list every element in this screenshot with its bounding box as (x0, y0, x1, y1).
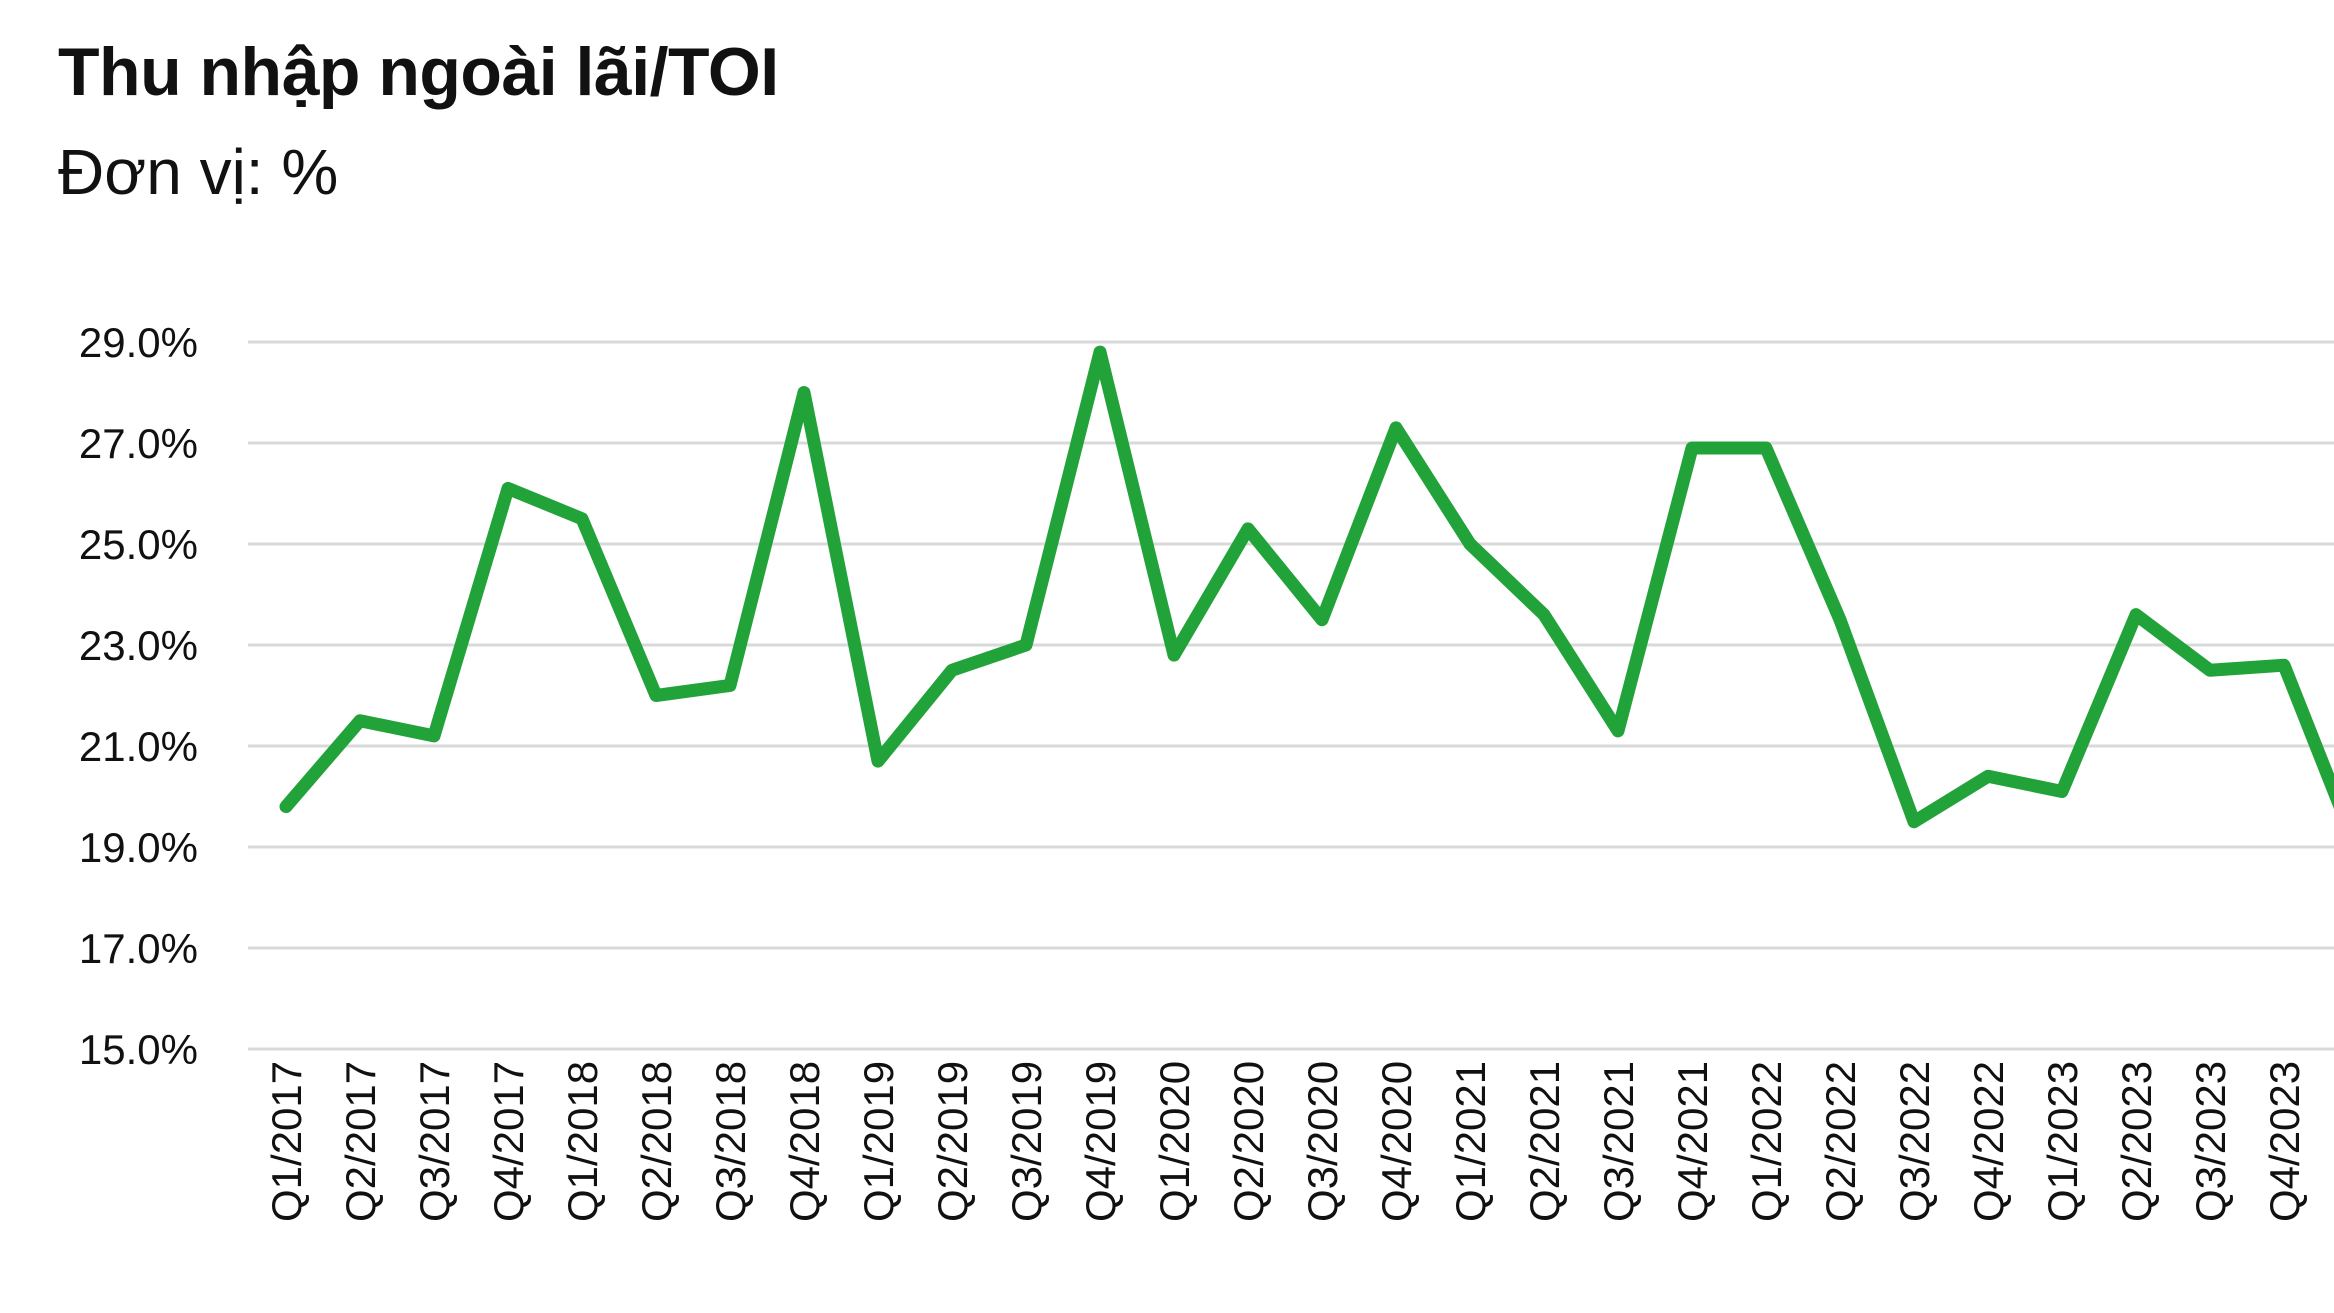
x-tick-label: Q2/2022 (1817, 1061, 1864, 1222)
y-axis-ticks: 29.0% 27.0% 25.0% 23.0% 21.0% 19.0% 17.0% 15.0% (79, 319, 198, 1073)
gridlines (248, 340, 2334, 1051)
y-tick-label: 29.0% (79, 319, 198, 366)
x-tick-label: Q2/2023 (2113, 1061, 2160, 1222)
x-tick-label: Q1/2019 (855, 1061, 902, 1222)
series-group (279, 345, 2334, 829)
x-tick-label: Q4/2017 (485, 1061, 532, 1222)
y-tick-label: 27.0% (79, 420, 198, 467)
x-tick-label: Q4/2022 (1965, 1061, 2012, 1222)
x-tick-label: Q3/2017 (411, 1061, 458, 1222)
x-tick-label: Q1/2020 (1151, 1061, 1198, 1222)
x-tick-label: Q2/2018 (633, 1061, 680, 1222)
y-tick-label: 25.0% (79, 521, 198, 568)
x-tick-label: Q3/2021 (1595, 1061, 1642, 1222)
x-tick-label: Q3/2020 (1299, 1061, 1346, 1222)
y-tick-label: 15.0% (79, 1026, 198, 1073)
x-tick-label: Q3/2023 (2187, 1061, 2234, 1222)
y-tick-label: 23.0% (79, 622, 198, 669)
x-tick-label: Q1/2018 (559, 1061, 606, 1222)
x-tick-label: Q4/2018 (781, 1061, 828, 1222)
x-axis-ticks: Q1/2017 Q2/2017 Q3/2017 Q4/2017 Q1/2018 Q2/20… (263, 1061, 2308, 1222)
chart-title: Thu nhập ngoài lãi/TOI (58, 34, 779, 110)
y-tick-label: 21.0% (79, 723, 198, 770)
x-tick-label: Q1/2021 (1447, 1061, 1494, 1222)
x-tick-label: Q4/2019 (1077, 1061, 1124, 1222)
x-tick-label: Q3/2022 (1891, 1061, 1938, 1222)
x-tick-label: Q2/2021 (1521, 1061, 1568, 1222)
x-tick-label: Q3/2019 (1003, 1061, 1050, 1222)
series-line (279, 345, 2334, 829)
x-tick-label: Q1/2022 (1743, 1061, 1790, 1222)
y-tick-label: 17.0% (79, 925, 198, 972)
x-tick-label: Q1/2023 (2039, 1061, 2086, 1222)
x-tick-label: Q4/2020 (1373, 1061, 1420, 1222)
y-tick-label: 19.0% (79, 824, 198, 871)
x-tick-label: Q3/2018 (707, 1061, 754, 1222)
x-tick-label: Q4/2023 (2261, 1061, 2308, 1222)
x-tick-label: Q1/2017 (263, 1061, 310, 1222)
chart-subtitle: Đơn vị: % (58, 136, 339, 208)
x-tick-label: Q2/2019 (929, 1061, 976, 1222)
x-tick-label: Q2/2020 (1225, 1061, 1272, 1222)
x-tick-label: Q2/2017 (337, 1061, 384, 1222)
x-tick-label: Q4/2021 (1669, 1061, 1716, 1222)
